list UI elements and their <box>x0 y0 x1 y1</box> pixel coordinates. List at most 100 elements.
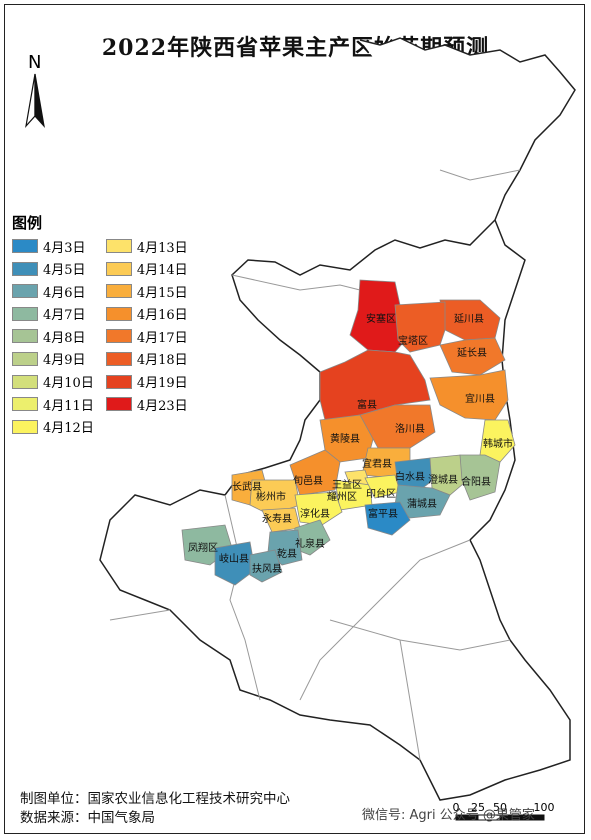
legend-item: 4月9日 <box>12 350 94 368</box>
scale-bar: 0 25 50 100 <box>452 800 562 829</box>
legend-item: 4月3日 <box>12 237 94 256</box>
legend-label: 4月17日 <box>136 330 188 346</box>
county-label-yichuan: 宜川县 <box>465 392 495 405</box>
legend-column-2: 4月13日 4月14日 4月15日 4月16日 4月17日 4月18日 4月19日 4月23日 <box>105 237 188 436</box>
legend-item: 4月17日 <box>105 327 188 346</box>
legend-item: 4月5日 <box>12 260 94 278</box>
legend-swatch <box>12 351 38 366</box>
county-xunyi <box>289 449 341 496</box>
legend-label: 4月14日 <box>136 263 188 279</box>
county-label-chunhua: 淳化县 <box>300 507 330 520</box>
legend-label: 4月23日 <box>136 398 188 414</box>
legend-swatch <box>12 329 38 344</box>
legend-label: 4月10日 <box>43 376 94 392</box>
legend-item: 4月19日 <box>105 373 188 392</box>
footer-unit-line: 制图单位：国家农业信息化工程技术研究中心 <box>20 790 290 809</box>
footer-unit-label: 制图单位： <box>20 791 88 807</box>
county-hancheng <box>479 419 516 463</box>
legend-swatch <box>105 306 132 321</box>
legend-swatch <box>105 374 132 389</box>
legend-item: 4月23日 <box>105 395 188 414</box>
legend-label: 4月3日 <box>43 240 86 256</box>
county-qishan <box>214 541 256 586</box>
county-label-luochuan: 洛川县 <box>395 422 425 435</box>
county-yanchang <box>439 337 506 376</box>
legend-item: 4月13日 <box>105 237 188 256</box>
county-label-yintai: 印台区 <box>366 487 396 500</box>
county-label-chengcheng: 澄城县 <box>428 473 458 486</box>
county-label-fufeng: 扶风县 <box>252 562 282 575</box>
county-chengcheng <box>429 454 471 496</box>
scale-segment <box>499 814 545 821</box>
legend-swatch <box>12 374 38 389</box>
county-label-baota: 宝塔区 <box>398 334 428 347</box>
county-fuping <box>364 501 411 536</box>
legend-item: 4月16日 <box>105 305 188 323</box>
legend-swatch <box>105 261 132 276</box>
county-label-liquan: 礼泉县 <box>295 537 325 550</box>
legend-swatch <box>105 397 132 412</box>
north-arrow: N <box>18 52 58 132</box>
legend-swatch <box>12 239 38 253</box>
county-label-yanchuan: 延川县 <box>454 313 484 325</box>
county-label-pucheng: 蒲城县 <box>407 497 437 510</box>
scale-tick-label: 50 <box>493 801 507 814</box>
legend-item: 4月18日 <box>105 350 188 369</box>
county-label-huangling: 黄陵县 <box>330 432 360 445</box>
footer-source-label: 数据来源： <box>20 810 88 826</box>
legend-swatch <box>12 419 38 434</box>
county-label-qishan: 岐山县 <box>219 552 249 565</box>
county-label-baishui: 白水县 <box>395 470 425 483</box>
map-footer: 制图单位：国家农业信息化工程技术研究中心 数据来源：中国气象局 <box>20 790 290 828</box>
legend: 图例 4月3日 4月5日 4月6日 4月7日 4月8日 4月9日 4月10日 4月11日 4月1… <box>12 212 212 436</box>
map-frame <box>4 4 585 834</box>
legend-label: 4月18日 <box>136 353 188 369</box>
legend-swatch <box>105 284 132 299</box>
county-label-yanchang: 延长县 <box>457 347 487 359</box>
legend-item: 4月14日 <box>105 260 188 279</box>
legend-swatch <box>12 284 38 299</box>
county-label-yijun: 宜君县 <box>362 457 392 470</box>
legend-swatch <box>105 239 132 253</box>
county-label-fengxiang: 凤翔区 <box>188 541 218 554</box>
legend-swatch <box>105 329 132 344</box>
scale-tick-label: 100 <box>534 801 555 814</box>
legend-label: 4月7日 <box>43 308 86 324</box>
county-label-wangyi: 王益区 <box>332 478 362 491</box>
legend-label: 4月9日 <box>43 353 86 369</box>
footer-unit: 国家农业信息化工程技术研究中心 <box>87 791 291 807</box>
scale-tick-label: 0 <box>453 801 460 814</box>
legend-label: 4月13日 <box>136 240 188 256</box>
legend-label: 4月15日 <box>136 285 188 301</box>
county-label-yaozhou: 耀州区 <box>327 491 357 503</box>
county-label-xunyi: 旬邑县 <box>293 474 323 487</box>
county-label-binzhou: 彬州市 <box>256 490 286 503</box>
county-labels: 安塞区 延川县 宝塔区 延长县 宜川县 富县 黄陵县 洛川县 韩城市 宜君县 白… <box>188 312 513 575</box>
legend-label: 4月19日 <box>136 376 188 392</box>
legend-label: 4月12日 <box>43 421 94 437</box>
county-label-fuxian: 富县 <box>357 398 377 411</box>
county-fills <box>181 279 516 586</box>
legend-swatch <box>12 261 38 276</box>
legend-column-1: 4月3日 4月5日 4月6日 4月7日 4月8日 4月9日 4月10日 4月11日 4月12日 <box>12 237 94 436</box>
legend-title: 图例 <box>12 214 43 232</box>
legend-label: 4月6日 <box>43 285 86 301</box>
scale-tick-label: 25 <box>471 801 485 814</box>
north-arrow-icon <box>25 73 45 128</box>
legend-item: 4月15日 <box>105 282 188 301</box>
county-label-fuping: 富平县 <box>368 507 398 520</box>
county-yichuan <box>429 369 509 421</box>
legend-swatch <box>105 351 132 366</box>
county-fufeng <box>249 549 283 583</box>
county-fuxian <box>319 349 431 421</box>
county-label-changwu: 长武县 <box>232 480 262 493</box>
north-label: N <box>28 52 42 73</box>
legend-item: 4月12日 <box>12 418 94 436</box>
legend-swatch <box>12 306 38 321</box>
legend-item: 4月8日 <box>12 327 94 346</box>
county-baishui <box>394 457 441 491</box>
watermark: 微信号: Agri 公众号 @果管家 <box>362 808 535 823</box>
footer-source-line: 数据来源：中国气象局 <box>20 809 290 828</box>
legend-item: 4月7日 <box>12 305 94 323</box>
